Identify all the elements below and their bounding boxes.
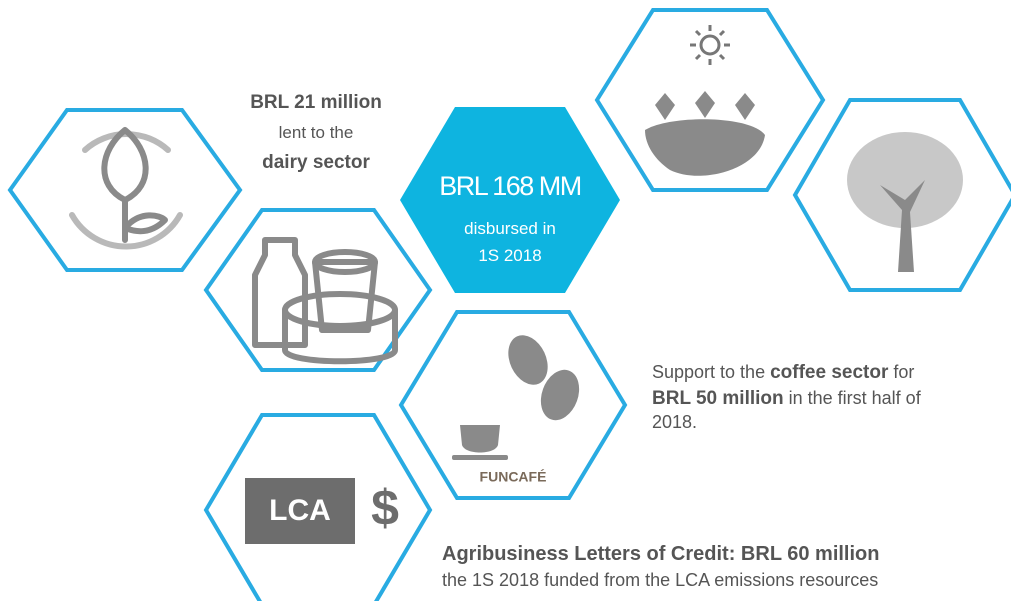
hex-total xyxy=(400,107,620,293)
dairy-sector: dairy sector xyxy=(262,152,370,173)
lca-line: the 1S 2018 funded from the LCA emission… xyxy=(442,570,878,590)
text: coffee sector xyxy=(770,362,889,383)
coffee-text: Support to the coffee sector for BRL 50 … xyxy=(652,362,922,432)
coffee-line2: BRL 50 million in the first half of xyxy=(652,388,922,409)
dairy-line: lent to the xyxy=(279,123,354,142)
dairy-icon xyxy=(252,237,398,365)
text: in the first half of xyxy=(784,388,922,408)
text: Support to the xyxy=(652,362,770,382)
total-line2: 1S 2018 xyxy=(478,246,541,265)
dairy-text: BRL 21 million lent to the dairy sector xyxy=(250,92,382,173)
dollar-sign: $ xyxy=(371,480,399,536)
lca-badge: LCA xyxy=(269,494,331,527)
plants-icon xyxy=(645,25,765,176)
total-line1: disbursed in xyxy=(464,219,556,238)
hex-coffee xyxy=(398,310,628,500)
total-text: BRL 168 MM disbursed in 1S 2018 xyxy=(439,171,582,265)
tree-icon xyxy=(847,132,963,272)
coffee-icon: FUNCAFÉ xyxy=(452,335,580,485)
hex-leaf xyxy=(7,108,243,272)
lca-badge-box xyxy=(245,478,355,544)
lca-headline: Agribusiness Letters of Credit: BRL 60 m… xyxy=(442,543,879,565)
coffee-line1: Support to the coffee sector for xyxy=(652,362,914,383)
funcafe-logo: FUNCAFÉ xyxy=(480,469,547,485)
coffee-line3: 2018. xyxy=(652,412,697,432)
dairy-amount: BRL 21 million xyxy=(250,92,382,113)
leaf-icon xyxy=(69,127,183,250)
total-amount: BRL 168 MM xyxy=(439,171,581,201)
text: for xyxy=(888,362,914,382)
text: BRL 50 million xyxy=(652,388,784,409)
